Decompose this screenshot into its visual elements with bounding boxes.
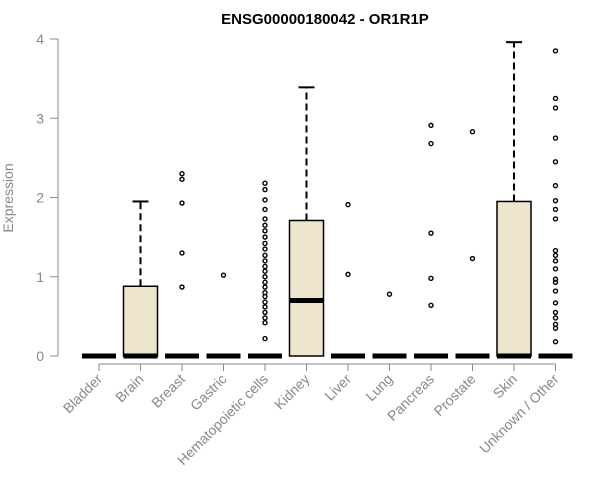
y-tick-label: 3 [36,110,44,126]
outlier-point [262,197,268,203]
outlier-point [262,228,268,234]
y-tick-label: 2 [36,190,44,206]
outlier-point [552,105,559,111]
box-body [496,200,532,357]
y-tick-label: 1 [36,269,44,285]
outlier-point [552,279,559,285]
x-tick-label: Brain [112,371,146,405]
outlier-point [552,252,559,259]
outlier-point [552,48,559,54]
outlier-point [262,206,268,213]
box-lung [372,291,407,359]
outlier-point [262,279,268,285]
outlier-point [386,291,393,297]
x-tick-label: Breast [148,371,188,411]
box-unknown-other [538,48,573,359]
chart-title: ENSG00000180042 - OR1R1P [221,11,429,28]
outlier-point [552,216,559,222]
outlier-point [262,258,268,264]
outlier-point [552,300,559,306]
box-breast [165,171,199,359]
x-tick-label: Lung [362,371,395,404]
outlier-point [179,176,185,182]
y-tick-label: 4 [36,31,44,47]
outlier-point [262,263,268,270]
outlier-point [262,299,268,305]
outlier-point [552,135,559,141]
outlier-point [262,315,268,321]
outlier-point [552,247,559,254]
outlier-point [262,186,268,193]
outlier-point [552,315,559,321]
x-tick-label: Unknown / Other [476,371,562,457]
outlier-point [552,206,559,213]
box-kidney [288,86,325,357]
outlier-point [469,129,476,135]
outlier-point [262,222,268,228]
outlier-point [262,335,268,342]
box-pancreas [414,122,448,359]
box-body [288,219,325,357]
outlier-point [262,274,268,280]
x-tick-label: Skin [490,371,521,402]
outlier-point [469,255,476,262]
outlier-point [428,140,434,147]
box-liver [331,201,365,359]
outlier-point [428,302,434,308]
outlier-point [552,197,559,204]
outlier-point [179,200,185,206]
outlier-point [220,272,227,278]
outlier-point [552,266,559,272]
outlier-point [552,321,559,327]
box-hematopoietic-cells [248,180,282,359]
outlier-point [552,182,559,189]
y-tick-label: 0 [36,348,44,364]
outlier-point [345,271,351,278]
outlier-point [428,275,434,282]
outlier-point [179,250,185,256]
outlier-point [262,252,268,259]
boxes [82,41,573,359]
outlier-point [262,240,268,247]
outlier-point [262,246,268,252]
outlier-point [552,309,559,316]
x-tick-label: Kidney [271,371,313,413]
box-gastric [206,272,241,359]
outlier-point [262,320,268,326]
x-tick-label: Liver [321,371,354,404]
outlier-point [262,268,268,274]
x-tick-label: Bladder [60,371,106,417]
outlier-point [428,230,434,236]
outlier-point [262,216,268,222]
outlier-point [262,234,268,240]
outlier-point [552,258,559,264]
outlier-point [179,284,185,290]
outlier-point [262,289,268,296]
outlier-point [552,276,559,282]
y-axis-label: Expression [0,163,16,232]
outlier-point [428,122,434,129]
box-body [122,285,159,357]
box-prostate [455,129,490,359]
box-brain [122,200,159,359]
outlier-point [552,339,559,345]
outlier-point [179,171,185,177]
outlier-point [262,309,268,316]
outlier-point [262,304,268,310]
outlier-point [262,180,268,186]
x-tick-label: Prostate [430,371,478,419]
box-skin [496,41,532,359]
y-axis: 0 1 2 3 4 [36,31,59,364]
outlier-point [552,95,559,102]
outlier-point [262,284,268,290]
outlier-point [345,201,351,208]
outlier-point [552,159,559,165]
outlier-point [552,288,559,294]
